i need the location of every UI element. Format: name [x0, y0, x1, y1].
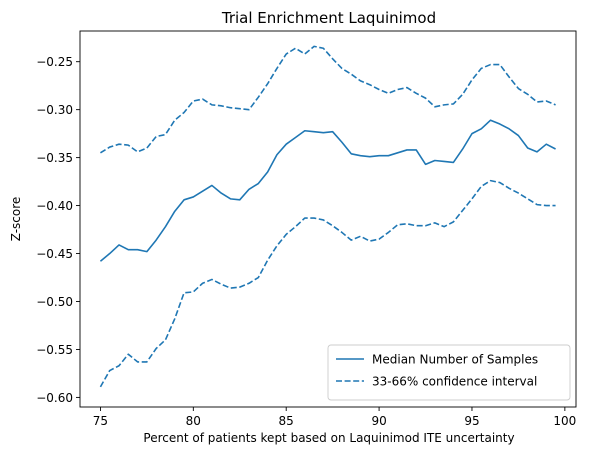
- x-tick-label: 95: [464, 414, 479, 428]
- y-tick-label: −0.40: [36, 199, 73, 213]
- confidence-lower-line: [99, 179, 556, 388]
- y-axis: −0.25 −0.30 −0.35 −0.40 −0.45 −0.50 −0.55 −0.60: [36, 55, 80, 405]
- y-tick-label: −0.35: [36, 151, 73, 165]
- x-axis: 75 80 85 90 95 100: [93, 407, 576, 428]
- confidence-upper-line: [100, 45, 556, 154]
- legend-label-median: Median Number of Samples: [372, 353, 538, 367]
- y-axis-label: Z-score: [9, 197, 23, 242]
- y-tick-label: −0.50: [36, 295, 73, 309]
- y-tick-label: −0.55: [36, 343, 73, 357]
- x-axis-label: Percent of patients kept based on Laquin…: [143, 431, 514, 445]
- y-tick-label: −0.60: [36, 391, 73, 405]
- legend-label-interval: 33-66% confidence interval: [372, 375, 537, 389]
- x-tick-label: 100: [553, 414, 576, 428]
- x-tick-label: 80: [186, 414, 201, 428]
- x-tick-label: 75: [93, 414, 108, 428]
- y-tick-label: −0.45: [36, 247, 73, 261]
- x-tick-label: 85: [279, 414, 294, 428]
- median-line: [99, 119, 556, 262]
- legend-box: [327, 344, 571, 401]
- x-tick-label: 90: [371, 414, 386, 428]
- legend: Median Number of Samples 33-66% confiden…: [327, 344, 571, 401]
- y-tick-label: −0.25: [36, 55, 73, 69]
- y-tick-label: −0.30: [36, 103, 73, 117]
- chart-title: Trial Enrichment Laquinimod: [221, 9, 436, 27]
- plot-area: [99, 45, 556, 388]
- axes-frame: [79, 30, 577, 408]
